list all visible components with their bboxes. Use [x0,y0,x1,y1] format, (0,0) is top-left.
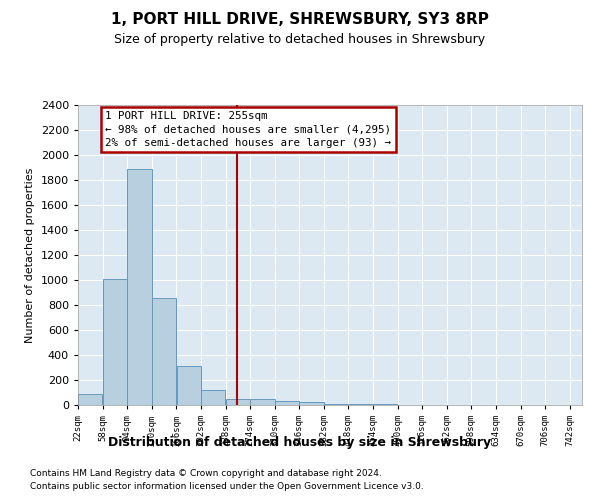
Bar [299,402,323,405]
Bar [226,399,250,405]
Bar [324,404,348,405]
Bar [201,390,226,405]
Y-axis label: Number of detached properties: Number of detached properties [25,168,35,342]
Text: 1, PORT HILL DRIVE, SHREWSBURY, SY3 8RP: 1, PORT HILL DRIVE, SHREWSBURY, SY3 8RP [111,12,489,28]
Text: Distribution of detached houses by size in Shrewsbury: Distribution of detached houses by size … [109,436,491,449]
Bar [373,404,397,405]
Text: Contains HM Land Registry data © Crown copyright and database right 2024.: Contains HM Land Registry data © Crown c… [30,468,382,477]
Bar [349,404,373,405]
Bar [103,279,127,405]
Bar [275,400,299,405]
Bar [176,366,201,405]
Text: 1 PORT HILL DRIVE: 255sqm
← 98% of detached houses are smaller (4,295)
2% of sem: 1 PORT HILL DRIVE: 255sqm ← 98% of detac… [106,112,391,148]
Bar [78,394,103,405]
Bar [250,399,275,405]
Bar [127,169,152,405]
Bar [152,298,176,405]
Text: Size of property relative to detached houses in Shrewsbury: Size of property relative to detached ho… [115,32,485,46]
Text: Contains public sector information licensed under the Open Government Licence v3: Contains public sector information licen… [30,482,424,491]
